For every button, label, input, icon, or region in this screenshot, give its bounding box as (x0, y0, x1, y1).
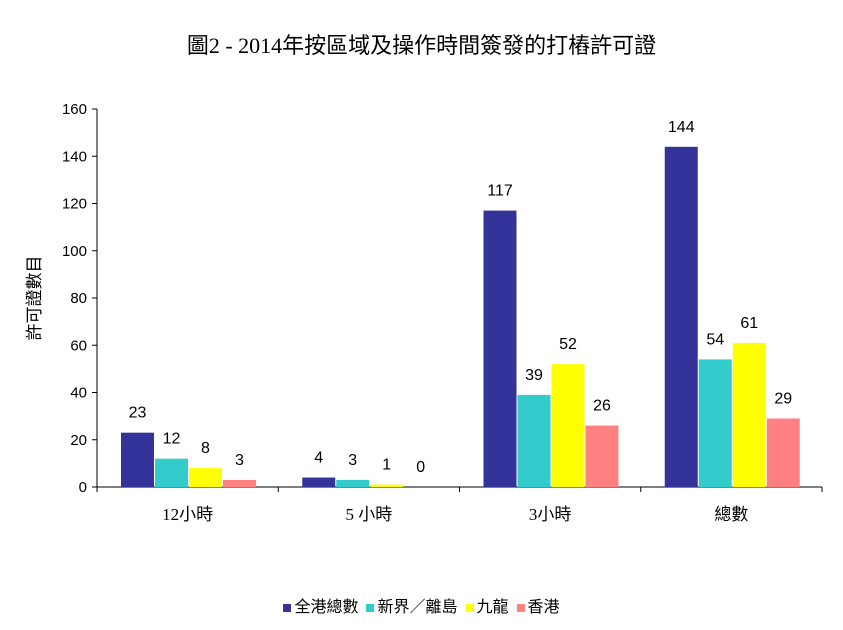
y-tick-label: 60 (70, 337, 87, 354)
legend-label: 新界／離島 (377, 599, 458, 616)
bar (732, 342, 766, 487)
y-tick-label: 40 (70, 385, 87, 402)
bar (664, 146, 698, 488)
y-tick-label: 100 (62, 243, 87, 260)
bar (155, 458, 188, 487)
legend-swatch (366, 603, 375, 612)
data-label: 3 (235, 452, 244, 469)
data-label: 39 (525, 367, 543, 384)
data-label: 61 (740, 315, 758, 332)
x-tick-label: 3小時 (529, 505, 572, 524)
data-label: 54 (706, 331, 724, 348)
data-label: 26 (593, 398, 611, 415)
legend-label: 九龍 (476, 599, 509, 616)
data-label: 12 (163, 431, 181, 448)
data-label: 8 (201, 440, 210, 457)
bar (121, 432, 154, 487)
data-label: 29 (774, 390, 792, 407)
bar (336, 479, 370, 487)
bar (698, 359, 732, 487)
y-tick-label: 160 (62, 101, 87, 118)
x-tick-label: 5 小時 (346, 505, 393, 524)
y-axis-label: 許可證數目 (25, 256, 44, 341)
y-tick-label: 140 (62, 148, 87, 165)
bar (585, 425, 619, 487)
y-tick-label: 80 (70, 290, 87, 307)
legend-item: 全港總數 (283, 593, 358, 617)
legend-label: 全港總數 (294, 599, 359, 616)
data-label: 144 (668, 119, 695, 136)
data-label: 3 (348, 452, 357, 469)
bar (223, 479, 256, 487)
legend: 全港總數 新界／離島 九龍 香港 (0, 593, 843, 617)
data-label: 117 (487, 183, 513, 200)
bar (483, 210, 517, 487)
bar (302, 477, 336, 487)
legend-label: 香港 (527, 599, 560, 616)
legend-swatch (516, 603, 525, 612)
y-tick-label: 120 (62, 196, 87, 213)
bar (517, 394, 551, 487)
data-label: 4 (314, 450, 323, 467)
bar (189, 468, 222, 487)
legend-item: 新界／離島 (366, 593, 458, 617)
bar (551, 364, 585, 487)
data-label: 52 (559, 336, 577, 353)
x-tick-label: 總數 (714, 505, 748, 524)
bar (370, 484, 404, 487)
legend-swatch (283, 603, 292, 612)
legend-swatch (465, 603, 474, 612)
legend-item: 九龍 (465, 593, 509, 617)
data-label: 0 (416, 459, 425, 476)
chart-title: 圖2 - 2014年按區域及操作時間簽發的打樁許可證 (186, 33, 657, 58)
data-label: 1 (382, 457, 391, 474)
y-tick-label: 20 (70, 432, 87, 449)
legend-item: 香港 (516, 593, 560, 617)
x-tick-label: 12小時 (162, 505, 213, 524)
bar (766, 418, 800, 487)
data-label: 23 (129, 405, 147, 422)
y-tick-label: 0 (79, 479, 87, 496)
